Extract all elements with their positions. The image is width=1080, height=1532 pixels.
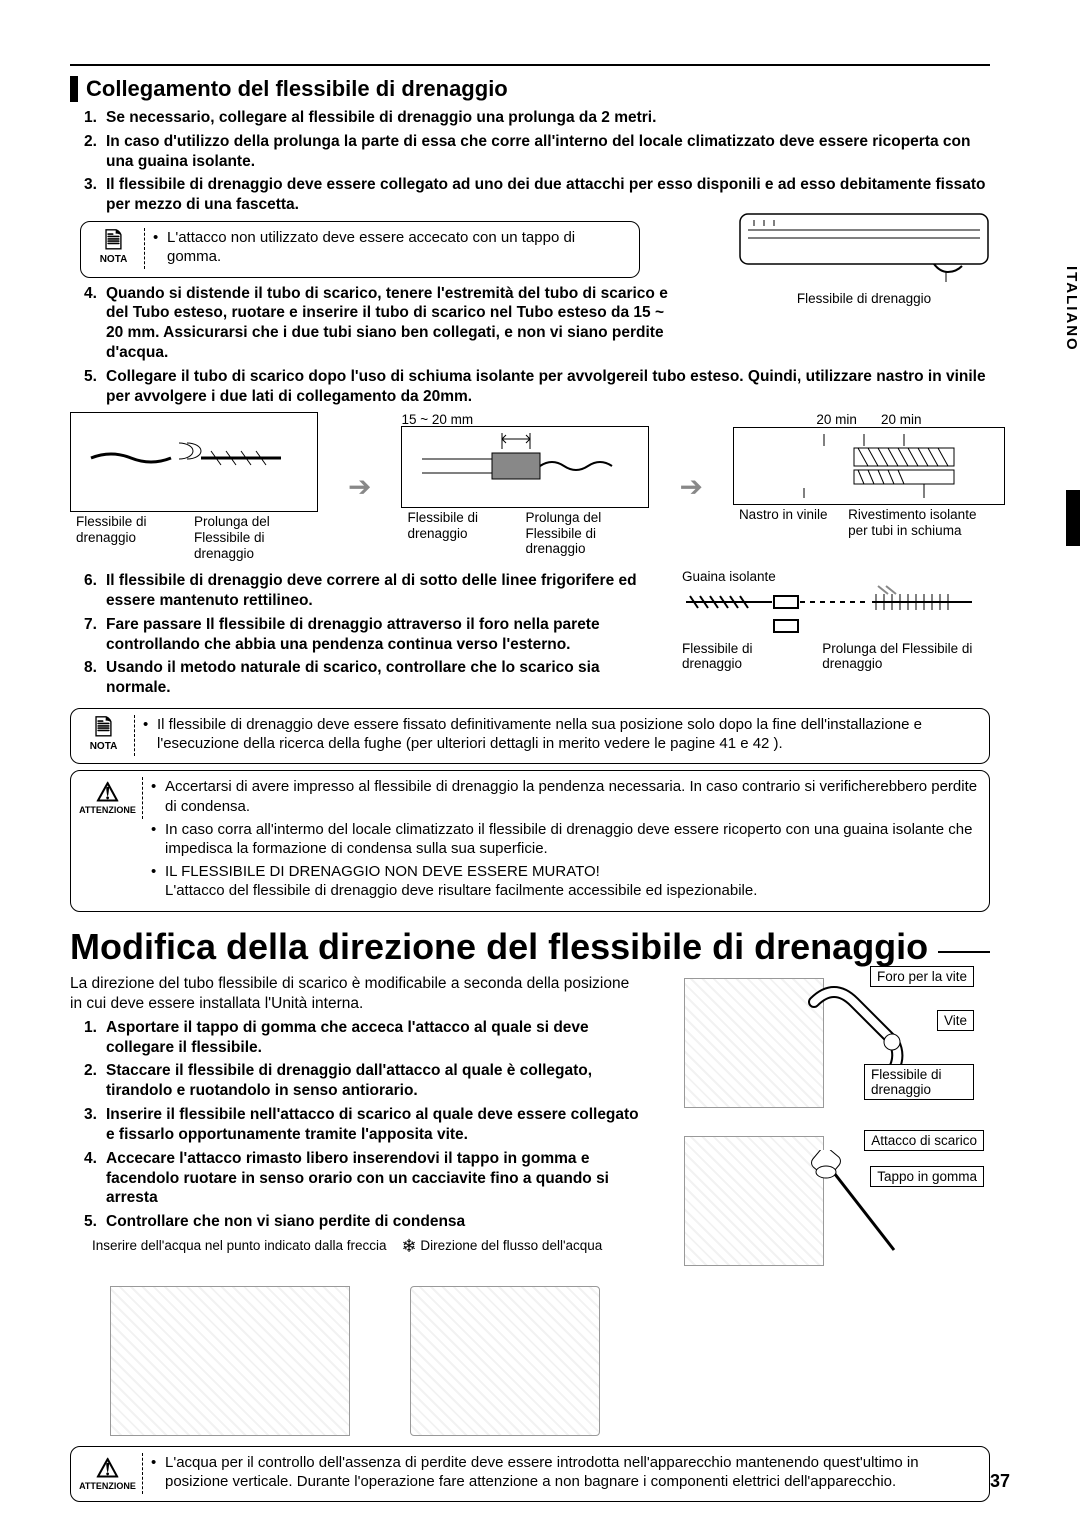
top-rule <box>70 64 990 66</box>
warning-icon: ⚠ <box>77 779 138 805</box>
guaina-label: Guaina isolante <box>682 569 982 584</box>
fig2: 15 ~ 20 mm Flessibile di drenaggio Prolu… <box>401 412 649 556</box>
right-fig-2: Attacco di scarico Tappo in gomma <box>684 1130 934 1280</box>
caution1-b3b: L'attacco del flessibile di drenaggio de… <box>165 882 757 899</box>
fig1-cap-left: Flessibile di drenaggio <box>76 514 189 561</box>
fig3-svg <box>734 428 1006 506</box>
heading-bar <box>70 76 78 102</box>
heading-rule <box>938 951 990 953</box>
arrow-icon: ➔ <box>679 470 702 503</box>
note-label: NOTA <box>77 741 130 754</box>
section1-heading-row: Collegamento del flessibile di drenaggio <box>70 76 990 102</box>
side-marker <box>1066 490 1080 546</box>
s1-item4: Quando si distende il tubo di scarico, t… <box>84 284 674 363</box>
note1-text: L'attacco non utilizzato deve essere acc… <box>153 228 629 266</box>
caution-label: ATTENZIONE <box>79 1481 136 1491</box>
pfd-label: Prolunga del Flessibile di drenaggio <box>822 641 982 671</box>
s2-item4: Accecare l'attacco rimasto libero insere… <box>84 1149 640 1208</box>
note-icon: 🗎 NOTA <box>77 715 135 756</box>
subnote-right: Direzione del flusso dell'acqua <box>417 1238 603 1253</box>
section2-intro: La direzione del tubo flessibile di scar… <box>70 974 640 1014</box>
caution-box-2: ⚠ ATTENZIONE L'acqua per il controllo de… <box>70 1446 990 1502</box>
section2-heading-row: Modifica della direzione del flessibile … <box>70 926 990 968</box>
fig2-svg <box>402 427 650 509</box>
fig3: 20 min 20 min Nastro in vinile Rivestime… <box>733 412 1005 538</box>
note2-text: Il flessibile di drenaggio deve essere f… <box>143 715 979 753</box>
callout-foro: Foro per la vite <box>870 966 974 987</box>
note-icon: 🗎 NOTA <box>87 228 145 269</box>
figure-row: Flessibile di drenaggio Prolunga del Fle… <box>70 412 990 561</box>
fig1: Flessibile di drenaggio Prolunga del Fle… <box>70 412 318 561</box>
s1-item5: Collegare il tubo di scarico dopo l'uso … <box>84 367 990 407</box>
note-label: NOTA <box>87 254 140 267</box>
warning-icon: ⚠ <box>77 1455 138 1481</box>
s2-item5: Controllare che non vi siano perdite di … <box>84 1212 640 1232</box>
note-box-2: 🗎 NOTA Il flessibile di drenaggio deve e… <box>70 708 990 764</box>
s1-item1: Se necessario, collegare al flessibile d… <box>84 108 990 128</box>
right-fig-1: Foro per la vite Vite Flessibile di dren… <box>684 968 934 1118</box>
fig2-cap-right: Prolunga del Flessibile di drenaggio <box>525 510 643 557</box>
arrow-icon: ➔ <box>348 470 371 503</box>
unit-caption: Flessibile di drenaggio <box>734 291 994 307</box>
callout-tappo: Tappo in gomma <box>870 1166 984 1187</box>
caution-icon: ⚠ ATTENZIONE <box>77 777 143 819</box>
language-tab: ITALIANO <box>1044 230 1080 370</box>
callout-attacco: Attacco di scarico <box>864 1130 984 1151</box>
subnote-left: Inserire dell'acqua nel punto indicato d… <box>92 1238 387 1253</box>
s2-item3: Inserire il flessibile nell'attacco di s… <box>84 1105 640 1145</box>
s2-item1: Asportare il tappo di gomma che acceca l… <box>84 1018 640 1058</box>
section2-columns: La direzione del tubo flessibile di scar… <box>70 968 990 1280</box>
caution1-b2: In caso corra all'intermo del locale cli… <box>151 820 979 858</box>
note-box-1: 🗎 NOTA L'attacco non utilizzato deve ess… <box>80 221 640 277</box>
caution-label: ATTENZIONE <box>79 805 136 815</box>
fig3-top-r: 20 min <box>881 412 922 427</box>
unit-figure: Flessibile di drenaggio <box>734 208 994 307</box>
s2-item2: Staccare il flessibile di drenaggio dall… <box>84 1061 640 1101</box>
fig3-cap-left: Nastro in vinile <box>739 507 843 538</box>
caution-icon: ⚠ ATTENZIONE <box>77 1453 143 1495</box>
fig3-top-l: 20 min <box>816 412 857 427</box>
items-6-8-wrap: Il flessibile di drenaggio deve correre … <box>70 569 990 702</box>
section1-heading: Collegamento del flessibile di drenaggio <box>86 76 508 102</box>
page-content: Collegamento del flessibile di drenaggio… <box>70 64 990 1508</box>
document-icon: 🗎 <box>77 717 130 739</box>
s1-item2: In caso d'utilizzo della prolunga la par… <box>84 132 990 172</box>
fd-label: Flessibile di drenaggio <box>682 641 782 671</box>
caution2-text: L'acqua per il controllo dell'assenza di… <box>151 1453 979 1491</box>
fig1-svg <box>71 413 319 513</box>
snowflake-icon: ❄ <box>402 1236 417 1256</box>
section2-heading: Modifica della direzione del flessibile … <box>70 926 928 968</box>
pipe-diagram: Guaina isolante Flessibile di drenaggio … <box>682 569 982 671</box>
fig3-cap-right: Rivestimento isolante per tubi in schium… <box>848 507 999 538</box>
pipe-svg <box>682 584 982 638</box>
s1-item7: Fare passare Il flessibile di drenaggio … <box>84 615 666 655</box>
fig1-cap-right: Prolunga del Flessibile di drenaggio <box>194 514 312 561</box>
section2-list: Asportare il tappo di gomma che acceca l… <box>70 1018 640 1232</box>
water-figs <box>70 1286 990 1436</box>
document-icon: 🗎 <box>87 230 140 252</box>
fig2-cap-left: Flessibile di drenaggio <box>407 510 520 557</box>
water-fig-1 <box>110 1286 350 1436</box>
page-number: 37 <box>990 1471 1010 1492</box>
caution1-b1: Accertarsi di avere impresso al flessibi… <box>151 777 979 815</box>
callout-flessibile: Flessibile di drenaggio <box>864 1064 974 1100</box>
caution-box-1: ⚠ ATTENZIONE Accertarsi di avere impress… <box>70 770 990 911</box>
callout-vite: Vite <box>937 1010 974 1031</box>
s1-item6: Il flessibile di drenaggio deve correre … <box>84 571 666 611</box>
section2-subnote: Inserire dell'acqua nel punto indicato d… <box>70 1236 640 1257</box>
section1-list: Se necessario, collegare al flessibile d… <box>70 108 990 215</box>
caution1-b3: IL FLESSIBILE DI DRENAGGIO NON DEVE ESSE… <box>151 862 979 900</box>
s1-item8: Usando il metodo naturale di scarico, co… <box>84 658 666 698</box>
water-fig-2 <box>410 1286 600 1436</box>
ac-unit-icon <box>734 208 994 286</box>
caution1-b3a: IL FLESSIBILE DI DRENAGGIO NON DEVE ESSE… <box>165 863 600 880</box>
